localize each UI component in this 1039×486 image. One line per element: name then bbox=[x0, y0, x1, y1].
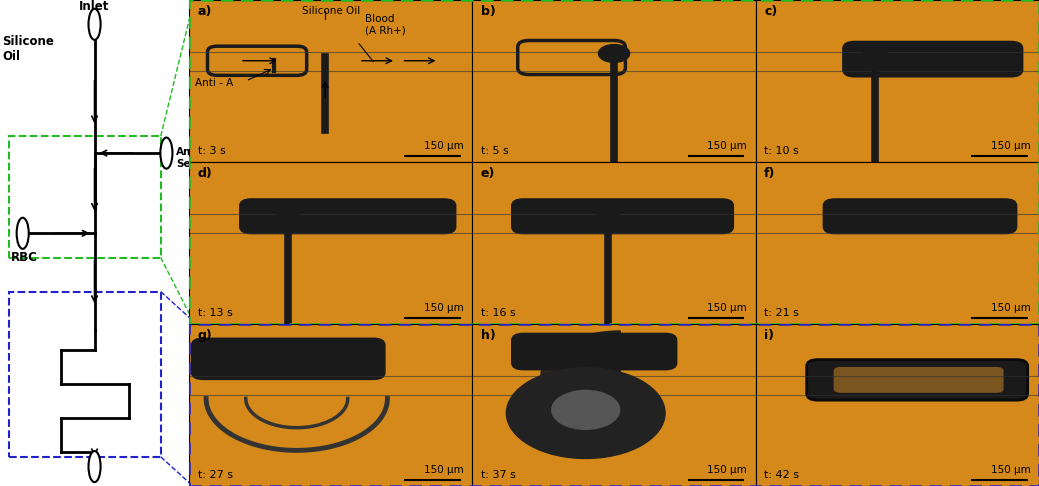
Circle shape bbox=[857, 50, 891, 69]
Text: b): b) bbox=[481, 5, 496, 18]
FancyBboxPatch shape bbox=[824, 199, 1016, 233]
Circle shape bbox=[17, 218, 29, 249]
Text: 150 μm: 150 μm bbox=[708, 303, 747, 312]
Text: t: 3 s: t: 3 s bbox=[197, 145, 225, 156]
Text: i): i) bbox=[765, 329, 774, 342]
Text: t: 13 s: t: 13 s bbox=[197, 308, 233, 317]
Circle shape bbox=[506, 368, 665, 458]
Text: 150 μm: 150 μm bbox=[708, 140, 747, 151]
Circle shape bbox=[598, 45, 630, 62]
Text: t: 21 s: t: 21 s bbox=[765, 308, 799, 317]
Text: t: 16 s: t: 16 s bbox=[481, 308, 515, 317]
Text: f): f) bbox=[765, 167, 775, 180]
FancyBboxPatch shape bbox=[512, 334, 676, 369]
FancyBboxPatch shape bbox=[512, 199, 734, 233]
Text: Blood
(A Rh+): Blood (A Rh+) bbox=[365, 14, 405, 35]
Text: Antibody
Serum: Antibody Serum bbox=[176, 147, 229, 169]
Text: Silicone
Oil: Silicone Oil bbox=[2, 35, 54, 63]
Bar bbox=[9, 136, 161, 258]
FancyBboxPatch shape bbox=[192, 339, 384, 379]
Text: Anti - A: Anti - A bbox=[194, 78, 233, 88]
Text: t: 27 s: t: 27 s bbox=[197, 469, 233, 480]
Text: 150 μm: 150 μm bbox=[991, 303, 1031, 312]
FancyBboxPatch shape bbox=[844, 42, 1022, 76]
Text: a): a) bbox=[197, 5, 212, 18]
Text: e): e) bbox=[481, 167, 496, 180]
Circle shape bbox=[88, 9, 101, 40]
Text: t: 37 s: t: 37 s bbox=[481, 469, 515, 480]
Text: 150 μm: 150 μm bbox=[424, 140, 463, 151]
Bar bbox=[9, 292, 161, 457]
Text: RBC: RBC bbox=[11, 251, 38, 264]
Text: Inlet: Inlet bbox=[79, 0, 110, 13]
Text: h): h) bbox=[481, 329, 496, 342]
FancyBboxPatch shape bbox=[240, 199, 455, 233]
FancyBboxPatch shape bbox=[208, 46, 307, 75]
Text: 150 μm: 150 μm bbox=[424, 303, 463, 312]
Text: 150 μm: 150 μm bbox=[424, 465, 463, 475]
Text: g): g) bbox=[197, 329, 212, 342]
Text: t: 42 s: t: 42 s bbox=[765, 469, 799, 480]
FancyBboxPatch shape bbox=[517, 40, 625, 74]
Circle shape bbox=[552, 390, 619, 429]
Circle shape bbox=[88, 451, 101, 482]
Circle shape bbox=[594, 212, 622, 228]
Circle shape bbox=[274, 212, 302, 228]
Text: Silicone Oil: Silicone Oil bbox=[301, 6, 359, 17]
Text: c): c) bbox=[765, 5, 777, 18]
Text: d): d) bbox=[197, 167, 212, 180]
Text: 150 μm: 150 μm bbox=[708, 465, 747, 475]
Text: 150 μm: 150 μm bbox=[991, 140, 1031, 151]
FancyBboxPatch shape bbox=[806, 360, 1028, 400]
Text: t: 5 s: t: 5 s bbox=[481, 145, 509, 156]
FancyBboxPatch shape bbox=[833, 367, 1004, 393]
Text: t: 10 s: t: 10 s bbox=[765, 145, 799, 156]
Circle shape bbox=[160, 138, 172, 169]
Text: 150 μm: 150 μm bbox=[991, 465, 1031, 475]
